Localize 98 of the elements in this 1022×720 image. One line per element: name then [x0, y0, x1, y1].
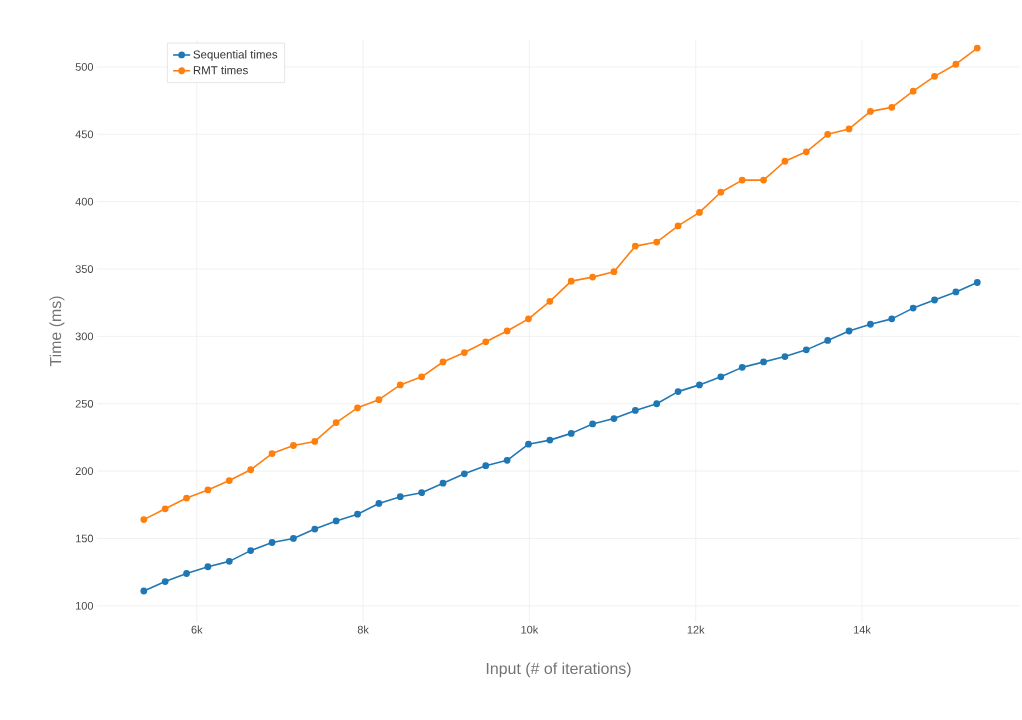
point	[845, 327, 853, 335]
point	[952, 288, 960, 296]
point	[567, 277, 575, 285]
point	[525, 440, 532, 448]
legend-label: RMT times	[193, 65, 248, 75]
point	[161, 505, 169, 513]
point	[567, 429, 575, 437]
point	[546, 436, 554, 444]
point	[909, 304, 917, 312]
point	[653, 238, 661, 246]
point	[290, 442, 297, 449]
point	[717, 188, 725, 196]
point	[503, 327, 511, 335]
point	[674, 388, 682, 396]
point	[973, 44, 981, 52]
point	[696, 209, 703, 216]
point	[824, 337, 832, 344]
point	[653, 400, 661, 408]
point	[354, 404, 361, 412]
y-tick-label: 350	[75, 265, 94, 273]
point	[867, 320, 874, 328]
point	[610, 415, 618, 422]
point	[460, 470, 468, 478]
point	[909, 87, 917, 95]
point	[781, 157, 789, 165]
point	[867, 108, 874, 115]
point	[247, 547, 255, 554]
point	[183, 494, 190, 502]
point	[375, 396, 383, 404]
point	[525, 315, 532, 323]
y-tick-label: 200	[75, 467, 94, 475]
point	[781, 353, 789, 360]
x-tick-label: 14k	[854, 625, 871, 634]
point	[332, 517, 340, 525]
point	[375, 500, 383, 507]
y-tick-label: 100	[76, 601, 94, 610]
point	[332, 419, 340, 426]
point	[482, 462, 490, 470]
point	[931, 296, 938, 304]
y-tick-label: 450	[75, 130, 94, 139]
point	[161, 578, 169, 585]
y-tick-label: 300	[75, 332, 94, 341]
point	[268, 539, 276, 546]
point	[396, 381, 404, 389]
point	[973, 279, 981, 286]
x-tick-label: 10k	[521, 625, 539, 634]
point	[439, 479, 447, 487]
point	[802, 148, 810, 156]
point	[140, 587, 148, 595]
point	[610, 268, 618, 276]
point	[931, 72, 938, 80]
point	[760, 358, 767, 366]
point	[631, 242, 639, 250]
x-axis-title: Input (# of iterations)	[486, 662, 631, 678]
point	[738, 176, 746, 184]
point	[482, 338, 490, 346]
x-tick-label: 6k	[191, 625, 203, 634]
point	[225, 477, 233, 484]
point	[140, 516, 148, 523]
point	[738, 363, 746, 371]
point	[290, 535, 297, 542]
point	[760, 176, 767, 184]
point	[888, 315, 896, 323]
point	[204, 563, 212, 571]
point	[396, 493, 404, 501]
point	[439, 358, 447, 366]
point	[225, 557, 233, 565]
y-tick-label: 250	[75, 399, 94, 408]
point	[717, 373, 725, 381]
point	[674, 222, 682, 230]
point	[952, 60, 960, 68]
point	[845, 125, 853, 133]
point	[247, 466, 255, 474]
y-tick-label: 150	[76, 534, 94, 543]
x-tick-label: 8k	[357, 625, 369, 634]
point	[802, 346, 810, 354]
point	[589, 273, 596, 281]
point	[311, 438, 319, 445]
point	[311, 525, 319, 533]
y-axis-title: Time (ms)	[49, 296, 65, 367]
point	[354, 510, 361, 518]
point	[418, 373, 426, 381]
point	[460, 349, 468, 356]
point	[183, 570, 190, 577]
point	[503, 456, 511, 464]
point	[824, 130, 832, 138]
point	[546, 297, 554, 305]
legend-label: Sequential times	[193, 50, 278, 61]
y-tick-label: 500	[75, 63, 94, 71]
point	[418, 489, 426, 497]
point	[204, 486, 212, 494]
point	[589, 420, 596, 428]
y-tick-label: 400	[75, 197, 94, 206]
point	[696, 381, 703, 389]
point	[888, 103, 896, 111]
point	[631, 407, 639, 414]
x-tick-label: 12k	[687, 625, 705, 634]
point	[268, 450, 276, 457]
